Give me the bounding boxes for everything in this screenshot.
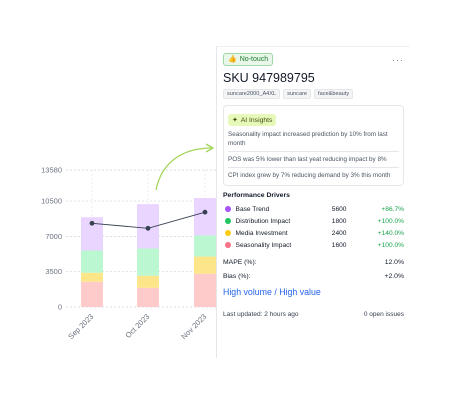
bias-value: +2.0% — [384, 273, 404, 280]
tag-list: suncare2000_A4XL suncare face&beauty — [223, 89, 404, 99]
bar-segment — [194, 235, 216, 257]
driver-value: 5600 — [331, 205, 347, 213]
driver-pct: +100.0% — [377, 217, 404, 225]
drivers-title: Performance Drivers — [223, 192, 290, 199]
ai-insights-header: ✦ AI Insights — [228, 114, 277, 126]
driver-name: Base Trend — [235, 205, 270, 213]
tag: suncare — [283, 89, 312, 99]
bar-segment — [194, 198, 216, 236]
more-options-button[interactable]: ··· — [392, 54, 404, 65]
bar-segment — [81, 250, 103, 273]
sparkle-icon: ✦ — [232, 117, 238, 124]
y-tick-label: 13580 — [41, 166, 62, 175]
driver-color-dot — [225, 242, 231, 248]
mape-label: MAPE (%): — [223, 259, 257, 266]
card-header: 👍 No-touch ··· — [223, 53, 404, 66]
mape-value: 12.0% — [384, 259, 404, 266]
no-touch-label: No-touch — [239, 56, 269, 63]
bar-segment — [137, 287, 159, 307]
bias-metric: Bias (%): +2.0% — [223, 273, 404, 280]
insight-arrowhead — [205, 143, 215, 153]
ai-insights-panel: ✦ AI Insights Seasonality impact increas… — [223, 105, 404, 186]
driver-value: 2400 — [331, 229, 347, 237]
driver-value: 1800 — [331, 217, 347, 225]
open-issues-link[interactable]: 0 open issues — [363, 311, 404, 318]
bar-segment — [137, 248, 159, 276]
chart-line — [89, 209, 208, 231]
volume-value-link[interactable]: High volume / High value — [223, 287, 321, 297]
driver-row: Media Investment 2400 +140.0% — [223, 227, 404, 239]
y-tick-label: 7000 — [45, 232, 62, 241]
driver-row: Base Trend 5600 +86.7% — [223, 203, 404, 215]
last-updated: Last updated: 2 hours ago — [223, 311, 299, 318]
x-tick-label: Oct 2023 — [124, 312, 152, 340]
thumbs-up-icon: 👍 — [228, 56, 237, 63]
insight-item: CPI index grew by 7% reducing demand by … — [228, 172, 391, 179]
driver-value: 1600 — [331, 241, 347, 249]
driver-name: Distribution Impact — [235, 217, 291, 225]
line-point — [145, 225, 151, 231]
bar-segment — [81, 217, 103, 251]
y-tick-label: 10500 — [41, 197, 62, 206]
insight-item: Seasonality impact increased prediction … — [228, 127, 399, 152]
bias-label: Bias (%): — [223, 273, 251, 280]
x-tick-label: Nov 2023 — [179, 312, 208, 341]
ai-insights-label: AI Insights — [240, 116, 273, 124]
no-touch-badge[interactable]: 👍 No-touch — [223, 53, 274, 66]
drivers-list: Base Trend 5600 +86.7% Distribution Impa… — [223, 203, 404, 251]
tag: suncare2000_A4XL — [223, 89, 281, 99]
bar-segment — [137, 275, 159, 288]
bar-segment — [194, 273, 216, 307]
driver-pct: +140.0% — [377, 229, 404, 237]
line-point — [89, 220, 95, 226]
line-point — [202, 209, 208, 215]
driver-color-dot — [225, 206, 231, 212]
x-tick-label: Sep 2023 — [66, 312, 95, 341]
x-axis-labels: Sep 2023 Oct 2023 Nov 2023 — [66, 312, 208, 341]
mape-metric: MAPE (%): 12.0% — [223, 259, 404, 266]
driver-name: Media Investment — [235, 229, 288, 237]
card-footer: Last updated: 2 hours ago 0 open issues — [223, 311, 404, 318]
sku-title: SKU 947989795 — [223, 71, 315, 85]
y-tick-label: 3500 — [45, 267, 62, 276]
driver-color-dot — [225, 230, 231, 236]
bar-segment — [194, 256, 216, 274]
tag: face&beauty — [314, 89, 354, 99]
insight-item: POS was 5% lower than last yeat reducing… — [228, 152, 399, 168]
driver-name: Seasonality Impact — [235, 241, 292, 249]
driver-row: Seasonality Impact 1600 +100.0% — [223, 239, 404, 251]
y-axis-ticks: 13580 10500 7000 3500 0 — [41, 166, 62, 312]
y-tick-label: 0 — [58, 303, 62, 312]
bar-segment — [81, 272, 103, 282]
insight-arrow — [155, 147, 213, 191]
driver-row: Distribution Impact 1800 +100.0% — [223, 215, 404, 227]
driver-color-dot — [225, 218, 231, 224]
driver-pct: +100.0% — [377, 241, 404, 249]
bar-segment — [81, 281, 103, 307]
driver-pct: +86.7% — [381, 205, 404, 213]
sku-detail-card: 👍 No-touch ··· SKU 947989795 suncare2000… — [216, 46, 410, 358]
